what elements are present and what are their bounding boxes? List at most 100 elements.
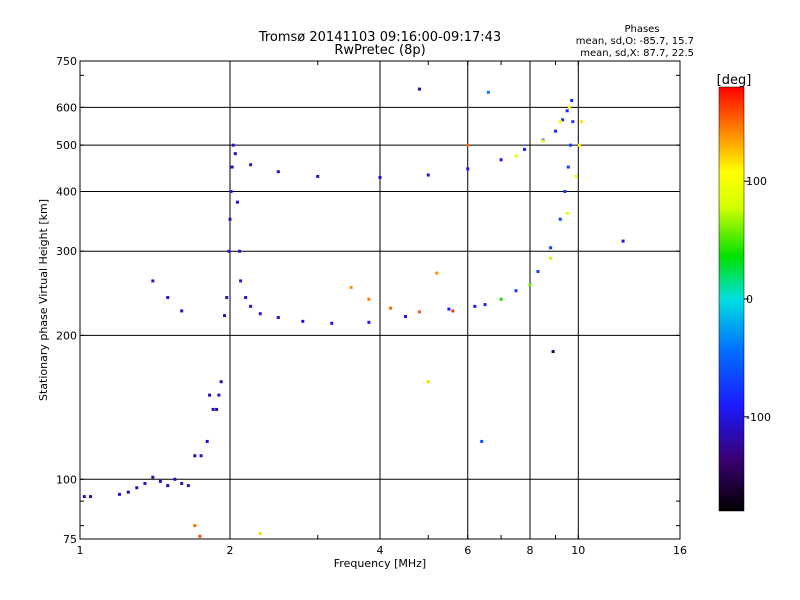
y-tick-label: 200 xyxy=(56,329,77,342)
series-0 xyxy=(82,87,625,538)
data-point xyxy=(403,315,407,319)
phase-info-o: mean, sd,O: -85.7, 15.7 xyxy=(576,36,694,47)
data-point xyxy=(205,439,209,443)
colorbar-tick-label: -100 xyxy=(746,411,771,424)
colorbar-ticks: 100 0 -100 xyxy=(744,175,771,424)
phase-info-title: Phases xyxy=(624,24,659,35)
data-point xyxy=(211,407,215,411)
data-point xyxy=(249,304,253,308)
data-point xyxy=(316,174,320,178)
data-point xyxy=(186,484,190,488)
data-point xyxy=(417,87,421,91)
data-point xyxy=(566,165,570,169)
data-point xyxy=(276,315,280,319)
data-point xyxy=(231,143,235,147)
data-point xyxy=(135,486,139,490)
data-point xyxy=(426,380,430,384)
data-point xyxy=(276,170,280,174)
colorbar xyxy=(718,86,745,512)
data-point xyxy=(389,306,393,310)
data-point xyxy=(82,495,86,499)
data-point xyxy=(166,296,170,300)
data-point xyxy=(228,217,232,221)
data-point xyxy=(208,393,212,397)
data-point xyxy=(528,283,532,287)
data-point xyxy=(541,139,545,143)
data-point xyxy=(249,163,253,167)
y-tick-label: 75 xyxy=(63,533,77,546)
data-point xyxy=(577,143,581,147)
data-point xyxy=(621,239,625,243)
data-point xyxy=(426,173,430,177)
y-axis-ticks: 75 100 200 300 400 500 600 750 xyxy=(56,55,680,546)
y-tick-label: 300 xyxy=(56,245,77,258)
chart-subtitle: RwPretec (8p) xyxy=(334,43,425,58)
x-tick-label: 1 xyxy=(77,544,84,557)
y-tick-label: 100 xyxy=(56,473,77,486)
data-point xyxy=(567,105,571,109)
data-point xyxy=(225,296,229,300)
data-point xyxy=(561,118,565,122)
data-point xyxy=(215,407,219,411)
data-point xyxy=(549,256,553,260)
data-point xyxy=(223,314,227,318)
colorbar-tick-label: 100 xyxy=(746,175,767,188)
data-point xyxy=(180,481,184,485)
data-point xyxy=(536,270,540,274)
data-point xyxy=(558,217,562,221)
x-tick-label: 6 xyxy=(464,544,471,557)
data-point xyxy=(239,279,243,283)
y-tick-label: 750 xyxy=(56,55,77,68)
data-point xyxy=(244,296,248,300)
data-point xyxy=(549,246,553,250)
x-axis-label: Frequency [MHz] xyxy=(334,557,426,570)
data-point xyxy=(480,439,484,443)
data-point xyxy=(173,477,177,481)
data-point xyxy=(180,309,184,313)
data-point xyxy=(89,495,93,499)
y-tick-label: 400 xyxy=(56,185,77,198)
data-point xyxy=(565,211,569,215)
data-point xyxy=(193,524,197,528)
y-tick-label: 600 xyxy=(56,101,77,114)
x-tick-label: 8 xyxy=(527,544,534,557)
data-point xyxy=(229,189,233,193)
data-point xyxy=(551,350,555,354)
grid-layer xyxy=(80,61,680,539)
y-axis-label: Stationary phase Virtual Height [km] xyxy=(37,199,50,401)
x-axis-ticks: 1 2 4 6 8 10 16 xyxy=(77,61,687,557)
series-1 xyxy=(349,105,584,354)
data-point xyxy=(330,321,334,325)
chart-title: Tromsø 20141103 09:16:00-09:17:43 xyxy=(258,30,501,45)
colorbar-label: [deg] xyxy=(717,73,752,88)
data-point xyxy=(367,297,371,301)
data-point xyxy=(199,454,203,458)
data-point xyxy=(151,475,155,479)
phase-info-x: mean, sd,X: 87.7, 22.5 xyxy=(580,48,694,59)
data-point xyxy=(466,143,470,147)
data-point xyxy=(217,393,221,397)
data-point xyxy=(235,200,239,204)
data-point xyxy=(451,309,455,313)
data-point xyxy=(166,484,170,488)
data-point xyxy=(158,479,162,483)
data-point xyxy=(258,312,262,316)
data-point xyxy=(143,481,147,485)
data-point xyxy=(219,380,223,384)
data-point xyxy=(499,297,503,301)
colorbar-tick-label: 0 xyxy=(746,293,753,306)
data-point xyxy=(258,532,262,536)
data-point xyxy=(230,165,234,169)
data-point xyxy=(514,289,518,293)
data-point xyxy=(151,279,155,283)
data-point xyxy=(514,154,518,158)
x-tick-label: 2 xyxy=(227,544,234,557)
data-point xyxy=(570,99,574,103)
data-point xyxy=(574,174,578,178)
x-tick-label: 4 xyxy=(377,544,384,557)
data-point xyxy=(553,129,557,133)
data-point xyxy=(569,143,573,147)
data-point xyxy=(198,534,202,538)
data-point xyxy=(435,271,439,275)
data-point xyxy=(238,249,242,253)
